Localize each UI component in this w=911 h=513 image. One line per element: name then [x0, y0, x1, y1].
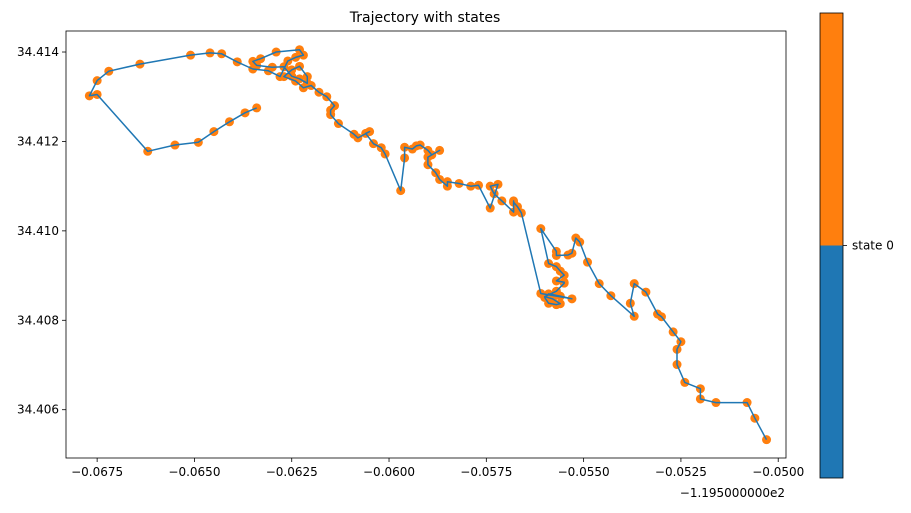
plot-area [65, 30, 787, 459]
x-tick-label: −0.0575 [460, 465, 512, 479]
y-tick-label: 34.412 [17, 134, 59, 148]
x-axis-offset-label: −1.195000000e2 [680, 486, 785, 500]
x-tick-label: −0.0600 [363, 465, 415, 479]
x-tick-label: −0.0625 [266, 465, 318, 479]
y-tick-label: 34.414 [17, 45, 59, 59]
x-axis: −0.0675 −0.0650 −0.0625 −0.0600 −0.0575 −0.05… [71, 458, 804, 479]
y-tick-label: 34.408 [17, 313, 59, 327]
y-tick-label: 34.406 [17, 403, 59, 417]
plot-frame [65, 30, 787, 459]
x-tick-label: −0.0500 [752, 465, 804, 479]
x-tick-label: −0.0650 [168, 465, 220, 479]
x-tick-label: −0.0675 [71, 465, 123, 479]
y-axis: 34.406 34.408 34.410 34.412 34.414 [17, 45, 66, 417]
chart-title: Trajectory with states [349, 10, 501, 26]
colorbar-tick-label: state 0 [852, 239, 894, 253]
colorbar: state 0 [819, 12, 894, 479]
x-tick-label: −0.0525 [655, 465, 707, 479]
x-tick-label: −0.0550 [558, 465, 610, 479]
colorbar-segment-upper [820, 13, 843, 246]
trajectory-line [88, 49, 768, 441]
colorbar-segment-lower [820, 245, 843, 478]
y-tick-label: 34.410 [17, 224, 59, 238]
data-point [252, 103, 262, 113]
